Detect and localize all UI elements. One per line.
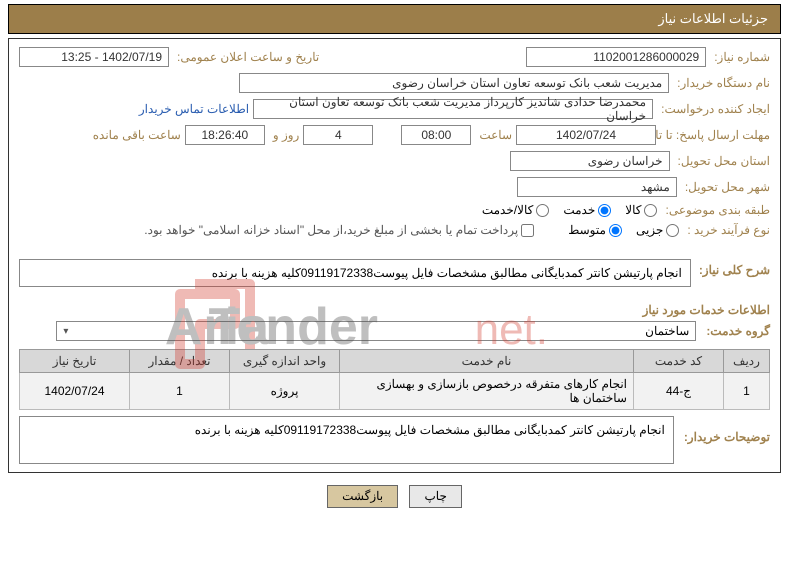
remaining-suffix: ساعت باقی مانده bbox=[89, 128, 181, 142]
deadline-date: 1402/07/24 bbox=[516, 125, 656, 145]
cell-unit: پروژه bbox=[230, 373, 340, 410]
province-label: استان محل تحویل: bbox=[674, 154, 770, 168]
services-section-title: اطلاعات خدمات مورد نیاز bbox=[19, 303, 770, 317]
back-button[interactable]: بازگشت bbox=[327, 485, 398, 508]
announce-label: تاریخ و ساعت اعلان عمومی: bbox=[173, 50, 319, 64]
requester-value: محمدرضا حدادی شاندیز کارپرداز مدیریت شعب… bbox=[253, 99, 653, 119]
deadline-label: مهلت ارسال پاسخ: تا تاریخ: bbox=[660, 128, 770, 142]
service-group-label: گروه خدمت: bbox=[702, 324, 770, 338]
radio-medium[interactable] bbox=[609, 224, 622, 237]
radio-mixed[interactable] bbox=[536, 204, 549, 217]
checkbox-treasury[interactable] bbox=[521, 224, 534, 237]
treasury-note: پرداخت تمام یا بخشی از مبلغ خرید،از محل … bbox=[144, 223, 518, 237]
footer-buttons: چاپ بازگشت bbox=[0, 477, 789, 512]
radio-service[interactable] bbox=[598, 204, 611, 217]
announce-value: 1402/07/19 - 13:25 bbox=[19, 47, 169, 67]
category-label: طبقه بندی موضوعی: bbox=[661, 203, 770, 217]
cell-date: 1402/07/24 bbox=[20, 373, 130, 410]
proc-medium-radio[interactable]: متوسط bbox=[568, 223, 622, 237]
buyer-org-label: نام دستگاه خریدار: bbox=[673, 76, 770, 90]
buyer-org-value: مدیریت شعب بانک توسعه تعاون استان خراسان… bbox=[239, 73, 669, 93]
radio-partial[interactable] bbox=[666, 224, 679, 237]
requester-label: ایجاد کننده درخواست: bbox=[657, 102, 770, 116]
buyer-notes-text: انجام پارتیشن کانتر کمدبایگانی مطالبق مش… bbox=[195, 423, 665, 437]
th-unit: واحد اندازه گیری bbox=[230, 350, 340, 373]
page-title: جزئیات اطلاعات نیاز bbox=[658, 11, 768, 26]
service-group-select[interactable]: ساختمان ▾ bbox=[56, 321, 696, 341]
table-row: 1 ج-44 انجام کارهای متفرقه درخصوص بازساز… bbox=[20, 373, 770, 410]
time-label: ساعت bbox=[475, 128, 512, 142]
cell-row: 1 bbox=[724, 373, 770, 410]
province-value: خراسان رضوی bbox=[510, 151, 670, 171]
need-desc-box: انجام پارتیشن کانتر کمدبایگانی مطالبق مش… bbox=[19, 259, 691, 287]
days-and-label: روز و bbox=[269, 128, 300, 142]
treasury-check[interactable]: پرداخت تمام یا بخشی از مبلغ خرید،از محل … bbox=[144, 223, 534, 237]
print-button[interactable]: چاپ bbox=[409, 485, 461, 508]
need-number-label: شماره نیاز: bbox=[710, 50, 770, 64]
th-date: تاریخ نیاز bbox=[20, 350, 130, 373]
cat-service-radio[interactable]: خدمت bbox=[563, 203, 611, 217]
service-group-value: ساختمان bbox=[645, 324, 689, 338]
remaining-days: 4 bbox=[303, 125, 373, 145]
th-qty: تعداد / مقدار bbox=[130, 350, 230, 373]
th-code: کد خدمت bbox=[634, 350, 724, 373]
cell-name: انجام کارهای متفرقه درخصوص بازسازی و بهس… bbox=[340, 373, 634, 410]
need-number-value: 1102001286000029 bbox=[526, 47, 706, 67]
cell-qty: 1 bbox=[130, 373, 230, 410]
cat-mixed-text: کالا/خدمت bbox=[482, 203, 533, 217]
cell-code: ج-44 bbox=[634, 373, 724, 410]
page-header: جزئیات اطلاعات نیاز bbox=[8, 4, 781, 34]
services-table: ردیف کد خدمت نام خدمت واحد اندازه گیری ت… bbox=[19, 349, 770, 410]
need-desc-label: شرح کلی نیاز: bbox=[695, 257, 770, 277]
proc-partial-text: جزیی bbox=[636, 223, 663, 237]
chevron-down-icon: ▾ bbox=[63, 326, 68, 337]
proc-partial-radio[interactable]: جزیی bbox=[636, 223, 679, 237]
buyer-notes-label: توضیحات خریدار: bbox=[680, 416, 770, 444]
city-value: مشهد bbox=[517, 177, 677, 197]
cat-service-text: خدمت bbox=[563, 203, 595, 217]
city-label: شهر محل تحویل: bbox=[681, 180, 770, 194]
deadline-time: 08:00 bbox=[401, 125, 471, 145]
remaining-time: 18:26:40 bbox=[185, 125, 265, 145]
process-label: نوع فرآیند خرید : bbox=[683, 223, 770, 237]
radio-goods[interactable] bbox=[644, 204, 657, 217]
cat-goods-radio[interactable]: کالا bbox=[625, 203, 657, 217]
th-row: ردیف bbox=[724, 350, 770, 373]
table-header-row: ردیف کد خدمت نام خدمت واحد اندازه گیری ت… bbox=[20, 350, 770, 373]
cat-mixed-radio[interactable]: کالا/خدمت bbox=[482, 203, 549, 217]
need-desc-text: انجام پارتیشن کانتر کمدبایگانی مطالبق مش… bbox=[212, 266, 682, 280]
buyer-contact-link[interactable]: اطلاعات تماس خریدار bbox=[139, 102, 249, 116]
buyer-notes-box: انجام پارتیشن کانتر کمدبایگانی مطالبق مش… bbox=[19, 416, 674, 464]
th-name: نام خدمت bbox=[340, 350, 634, 373]
cat-goods-text: کالا bbox=[625, 203, 641, 217]
proc-medium-text: متوسط bbox=[568, 223, 606, 237]
details-panel: شماره نیاز: 1102001286000029 تاریخ و ساع… bbox=[8, 38, 781, 473]
